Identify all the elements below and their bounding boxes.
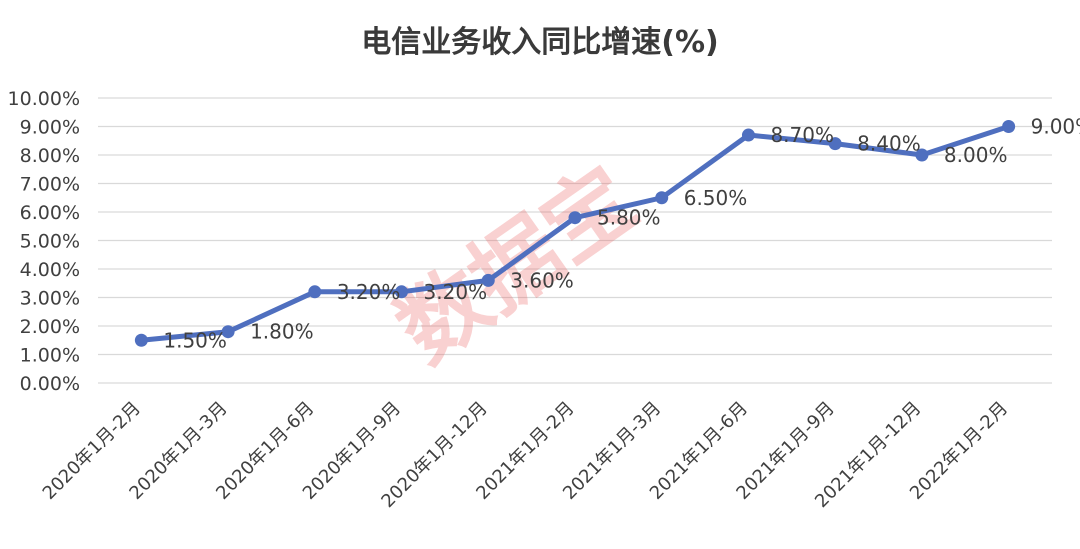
data-point — [568, 211, 582, 225]
gridlines — [98, 97, 1052, 384]
x-axis-ticks: 2020年1月-2月2020年1月-3月2020年1月-6月2020年1月-9月… — [39, 398, 1012, 512]
data-label: 3.20% — [424, 280, 488, 304]
y-tick-label: 4.00% — [20, 259, 80, 281]
data-point — [1002, 120, 1016, 133]
data-label: 6.50% — [684, 186, 748, 210]
data-point — [308, 285, 322, 299]
data-point — [915, 148, 929, 162]
data-point — [134, 333, 148, 347]
data-label: 8.70% — [770, 123, 834, 147]
data-label: 8.00% — [944, 143, 1008, 167]
data-point — [741, 128, 755, 142]
data-label: 9.00% — [1031, 115, 1080, 139]
data-point — [481, 273, 495, 287]
data-point — [221, 325, 235, 339]
data-labels: 1.50% 1.80% 3.20% 3.20% 3.60% 5.80% 6.50% 8.70%… — [163, 115, 1080, 353]
data-label: 1.80% — [250, 320, 314, 344]
y-tick-label: 6.00% — [20, 202, 80, 224]
data-point — [828, 137, 842, 151]
y-axis-ticks: 0.00% 1.00% 2.00% 3.00% 4.00% 5.00% 6.00% 7.00%… — [8, 88, 80, 395]
y-tick-label: 5.00% — [20, 231, 80, 253]
y-tick-label: 9.00% — [20, 117, 80, 139]
data-label: 5.80% — [597, 206, 661, 230]
chart-title: 电信业务收入同比增速(%) — [361, 25, 718, 60]
data-label: 3.20% — [337, 280, 401, 304]
data-label: 1.50% — [163, 328, 227, 352]
y-tick-label: 1.00% — [20, 345, 80, 367]
data-point — [655, 191, 669, 205]
series-layer — [134, 120, 1016, 347]
y-tick-label: 2.00% — [20, 316, 80, 338]
data-label: 3.60% — [510, 268, 574, 292]
y-tick-label: 0.00% — [20, 373, 80, 395]
y-tick-label: 7.00% — [20, 174, 80, 196]
data-label: 8.40% — [857, 132, 921, 156]
y-tick-label: 10.00% — [8, 88, 80, 110]
y-tick-label: 3.00% — [20, 288, 80, 310]
data-point — [395, 285, 409, 299]
watermark: 数据宝 — [379, 147, 654, 383]
y-tick-label: 8.00% — [20, 145, 80, 167]
